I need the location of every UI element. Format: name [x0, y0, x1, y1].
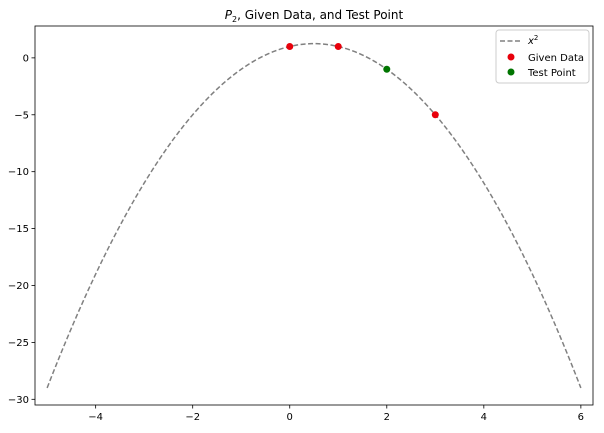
given-data-point	[334, 42, 342, 50]
parabola-curve	[46, 42, 582, 389]
y-axis-ticks: 0 −5 −10 −15 −20 −25 −30	[8, 53, 35, 406]
y-tick-label: −20	[8, 281, 29, 292]
y-tick-label: −5	[14, 110, 29, 121]
y-tick-label: −30	[8, 395, 29, 406]
x-tick-label: 2	[384, 412, 390, 423]
x-tick-label: 4	[481, 412, 487, 423]
x-tick-label: 6	[578, 412, 584, 423]
legend-given-data-marker	[507, 53, 515, 61]
chart-title-suffix: , Given Data, and Test Point	[237, 8, 403, 22]
given-data-point	[286, 42, 294, 50]
chart-title: P2, Given Data, and Test Point	[225, 8, 404, 24]
legend-curve-label: x2	[527, 34, 538, 47]
legend-box	[495, 29, 590, 84]
legend-given-data-label: Given Data	[528, 53, 584, 64]
y-tick-label: −10	[8, 167, 29, 178]
plot-frame	[34, 25, 594, 406]
legend: x2 Given Data Test Point	[495, 29, 590, 84]
chart-title-prefix: P	[225, 8, 233, 22]
points-layer	[286, 42, 439, 119]
y-tick-label: −25	[8, 338, 29, 349]
legend-test-point-label: Test Point	[527, 68, 576, 79]
chart-title-subscript: 2	[232, 15, 237, 24]
test-point	[383, 65, 391, 73]
x-tick-label: −2	[185, 412, 200, 423]
given-data-point	[431, 111, 439, 119]
x-tick-label: −4	[88, 412, 103, 423]
curve-layer	[46, 42, 582, 389]
y-tick-label: −15	[8, 224, 29, 235]
x-tick-label: 0	[287, 412, 293, 423]
y-tick-label: 0	[23, 53, 29, 64]
x-axis-ticks: −4 −2 0 2 4 6	[88, 405, 584, 423]
legend-test-point-marker	[507, 68, 515, 76]
